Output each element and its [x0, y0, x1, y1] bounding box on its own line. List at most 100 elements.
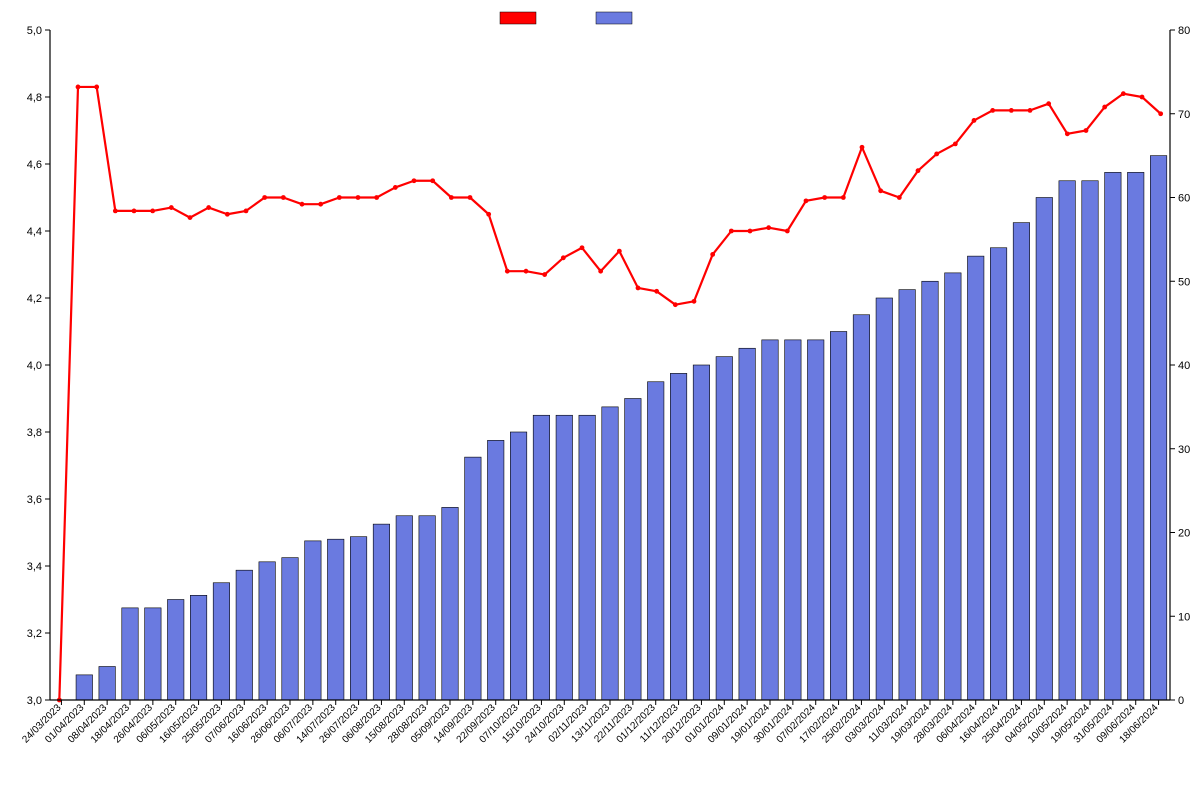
bar: [716, 357, 732, 700]
bar: [967, 256, 983, 700]
legend-swatch: [500, 12, 536, 24]
bar: [579, 415, 595, 700]
line-marker: [300, 202, 305, 207]
bar: [602, 407, 618, 700]
line-marker: [617, 249, 622, 254]
line-marker: [188, 215, 193, 220]
line-marker: [804, 198, 809, 203]
line-marker: [132, 209, 137, 214]
ytick-label-right: 30: [1178, 444, 1190, 456]
bar: [556, 415, 572, 700]
bar: [259, 562, 275, 700]
line-marker: [206, 205, 211, 210]
ytick-label-right: 80: [1178, 25, 1190, 37]
bar: [1036, 198, 1052, 701]
ytick-label-right: 20: [1178, 528, 1190, 540]
line-marker: [412, 178, 417, 183]
line-marker: [1046, 101, 1051, 106]
line-marker: [748, 229, 753, 234]
bar: [899, 290, 915, 700]
line-marker: [580, 245, 585, 250]
bar: [830, 332, 846, 701]
bar: [693, 365, 709, 700]
line-marker: [1084, 128, 1089, 133]
line-marker: [262, 195, 267, 200]
line-marker: [1065, 131, 1070, 136]
line-marker: [374, 195, 379, 200]
legend-swatch: [596, 12, 632, 24]
ytick-label-left: 3,4: [27, 561, 42, 573]
line-marker: [94, 85, 99, 90]
ytick-label-right: 10: [1178, 611, 1190, 623]
bar: [167, 600, 183, 701]
ytick-label-left: 4,0: [27, 360, 42, 372]
line-marker: [636, 286, 641, 291]
bar: [510, 432, 526, 700]
line-marker: [990, 108, 995, 113]
line-marker: [169, 205, 174, 210]
bar: [1150, 156, 1166, 700]
line-marker: [542, 272, 547, 277]
bar: [76, 675, 92, 700]
line-marker: [337, 195, 342, 200]
bar: [487, 440, 503, 700]
line-marker: [673, 302, 678, 307]
line-marker: [505, 269, 510, 274]
line-marker: [841, 195, 846, 200]
bar: [1127, 172, 1143, 700]
bar: [1105, 172, 1121, 700]
bar: [1059, 181, 1075, 700]
line-marker: [430, 178, 435, 183]
bar: [396, 516, 412, 700]
bar: [419, 516, 435, 700]
bar: [762, 340, 778, 700]
ytick-label-right: 50: [1178, 276, 1190, 288]
line-marker: [953, 142, 958, 147]
bar: [99, 667, 115, 701]
bar: [922, 281, 938, 700]
line-marker: [1102, 105, 1107, 110]
line-marker: [468, 195, 473, 200]
line-marker: [318, 202, 323, 207]
line-marker: [225, 212, 230, 217]
chart-svg: 3,03,23,43,63,84,04,24,44,64,85,00102030…: [0, 0, 1200, 800]
bar: [213, 583, 229, 700]
bar: [1013, 223, 1029, 700]
line-marker: [150, 209, 155, 214]
line-marker: [1140, 95, 1145, 100]
bar: [990, 248, 1006, 700]
ytick-label-left: 3,6: [27, 494, 42, 506]
line-marker: [916, 168, 921, 173]
bar: [945, 273, 961, 700]
bar: [876, 298, 892, 700]
combo-chart: 3,03,23,43,63,84,04,24,44,64,85,00102030…: [0, 0, 1200, 800]
bar: [350, 537, 366, 700]
bar: [670, 373, 686, 700]
ytick-label-left: 5,0: [27, 25, 42, 37]
line-marker: [281, 195, 286, 200]
line-marker: [860, 145, 865, 150]
ytick-label-left: 3,2: [27, 628, 42, 640]
bar: [739, 348, 755, 700]
line-marker: [897, 195, 902, 200]
ytick-label-left: 4,4: [27, 226, 42, 238]
bar: [853, 315, 869, 700]
line-marker: [486, 212, 491, 217]
line-marker: [76, 85, 81, 90]
line-marker: [393, 185, 398, 190]
line-marker: [878, 188, 883, 193]
ytick-label-right: 60: [1178, 193, 1190, 205]
line-marker: [934, 152, 939, 157]
line-marker: [449, 195, 454, 200]
bar: [373, 524, 389, 700]
ytick-label-right: 0: [1178, 695, 1184, 707]
line-marker: [654, 289, 659, 294]
line-marker: [692, 299, 697, 304]
bar: [647, 382, 663, 700]
line-marker: [1009, 108, 1014, 113]
line-marker: [710, 252, 715, 257]
ytick-label-left: 3,8: [27, 427, 42, 439]
ytick-label-left: 3,0: [27, 695, 42, 707]
line-marker: [1028, 108, 1033, 113]
bar: [533, 415, 549, 700]
